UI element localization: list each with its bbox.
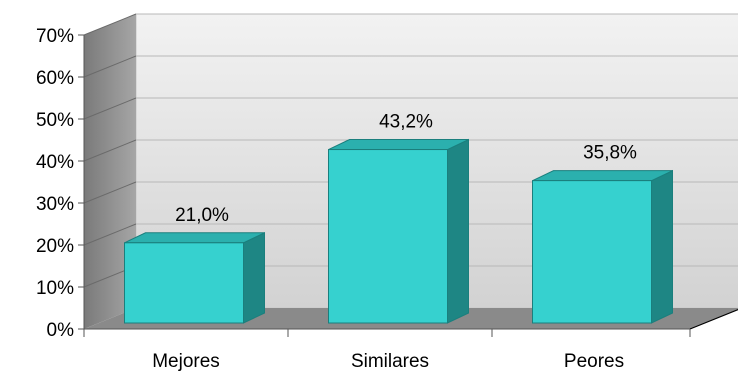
bar-front — [532, 180, 652, 324]
x-tick-label: Mejores — [152, 351, 220, 372]
gridline-side — [83, 139, 137, 162]
gridline-side — [83, 55, 137, 78]
y-tick-label: 40% — [36, 152, 74, 173]
bars — [124, 138, 673, 324]
data-label: 35,8% — [583, 143, 637, 164]
gridline-side — [83, 13, 137, 36]
bar — [328, 138, 469, 324]
bar-side — [651, 169, 673, 324]
x-axis: Mejores Similares Peores — [83, 329, 691, 372]
y-tick-label: 60% — [36, 68, 74, 89]
y-tick-label: 0% — [47, 320, 75, 341]
gridline-side — [83, 97, 137, 120]
y-tick-label: 20% — [36, 236, 74, 257]
gridline-side — [83, 181, 137, 204]
x-tick-label: Similares — [351, 351, 429, 372]
bar-top — [328, 139, 469, 151]
data-label: 43,2% — [379, 112, 433, 133]
bar-front — [328, 149, 448, 324]
y-tick-label: 30% — [36, 194, 74, 215]
bar-top — [124, 232, 265, 244]
bar-front — [124, 242, 244, 324]
gridline-side — [83, 223, 137, 246]
bar-top — [532, 170, 673, 182]
side-wall — [84, 14, 136, 329]
bar — [532, 169, 673, 324]
data-label: 21,0% — [175, 205, 229, 226]
x-tick-label: Peores — [564, 351, 624, 372]
y-tick-label: 70% — [36, 26, 74, 47]
y-tick-label: 50% — [36, 110, 74, 131]
floor-front-edge — [689, 308, 738, 330]
y-axis: 0% 10% 20% 30% 40% 50% 60% 70% — [36, 26, 85, 341]
bar-side — [447, 138, 469, 324]
bar-side — [243, 232, 265, 324]
data-labels: 21,0% 43,2% 35,8% — [175, 112, 637, 226]
y-tick-label: 10% — [36, 278, 74, 299]
bar — [124, 232, 265, 324]
